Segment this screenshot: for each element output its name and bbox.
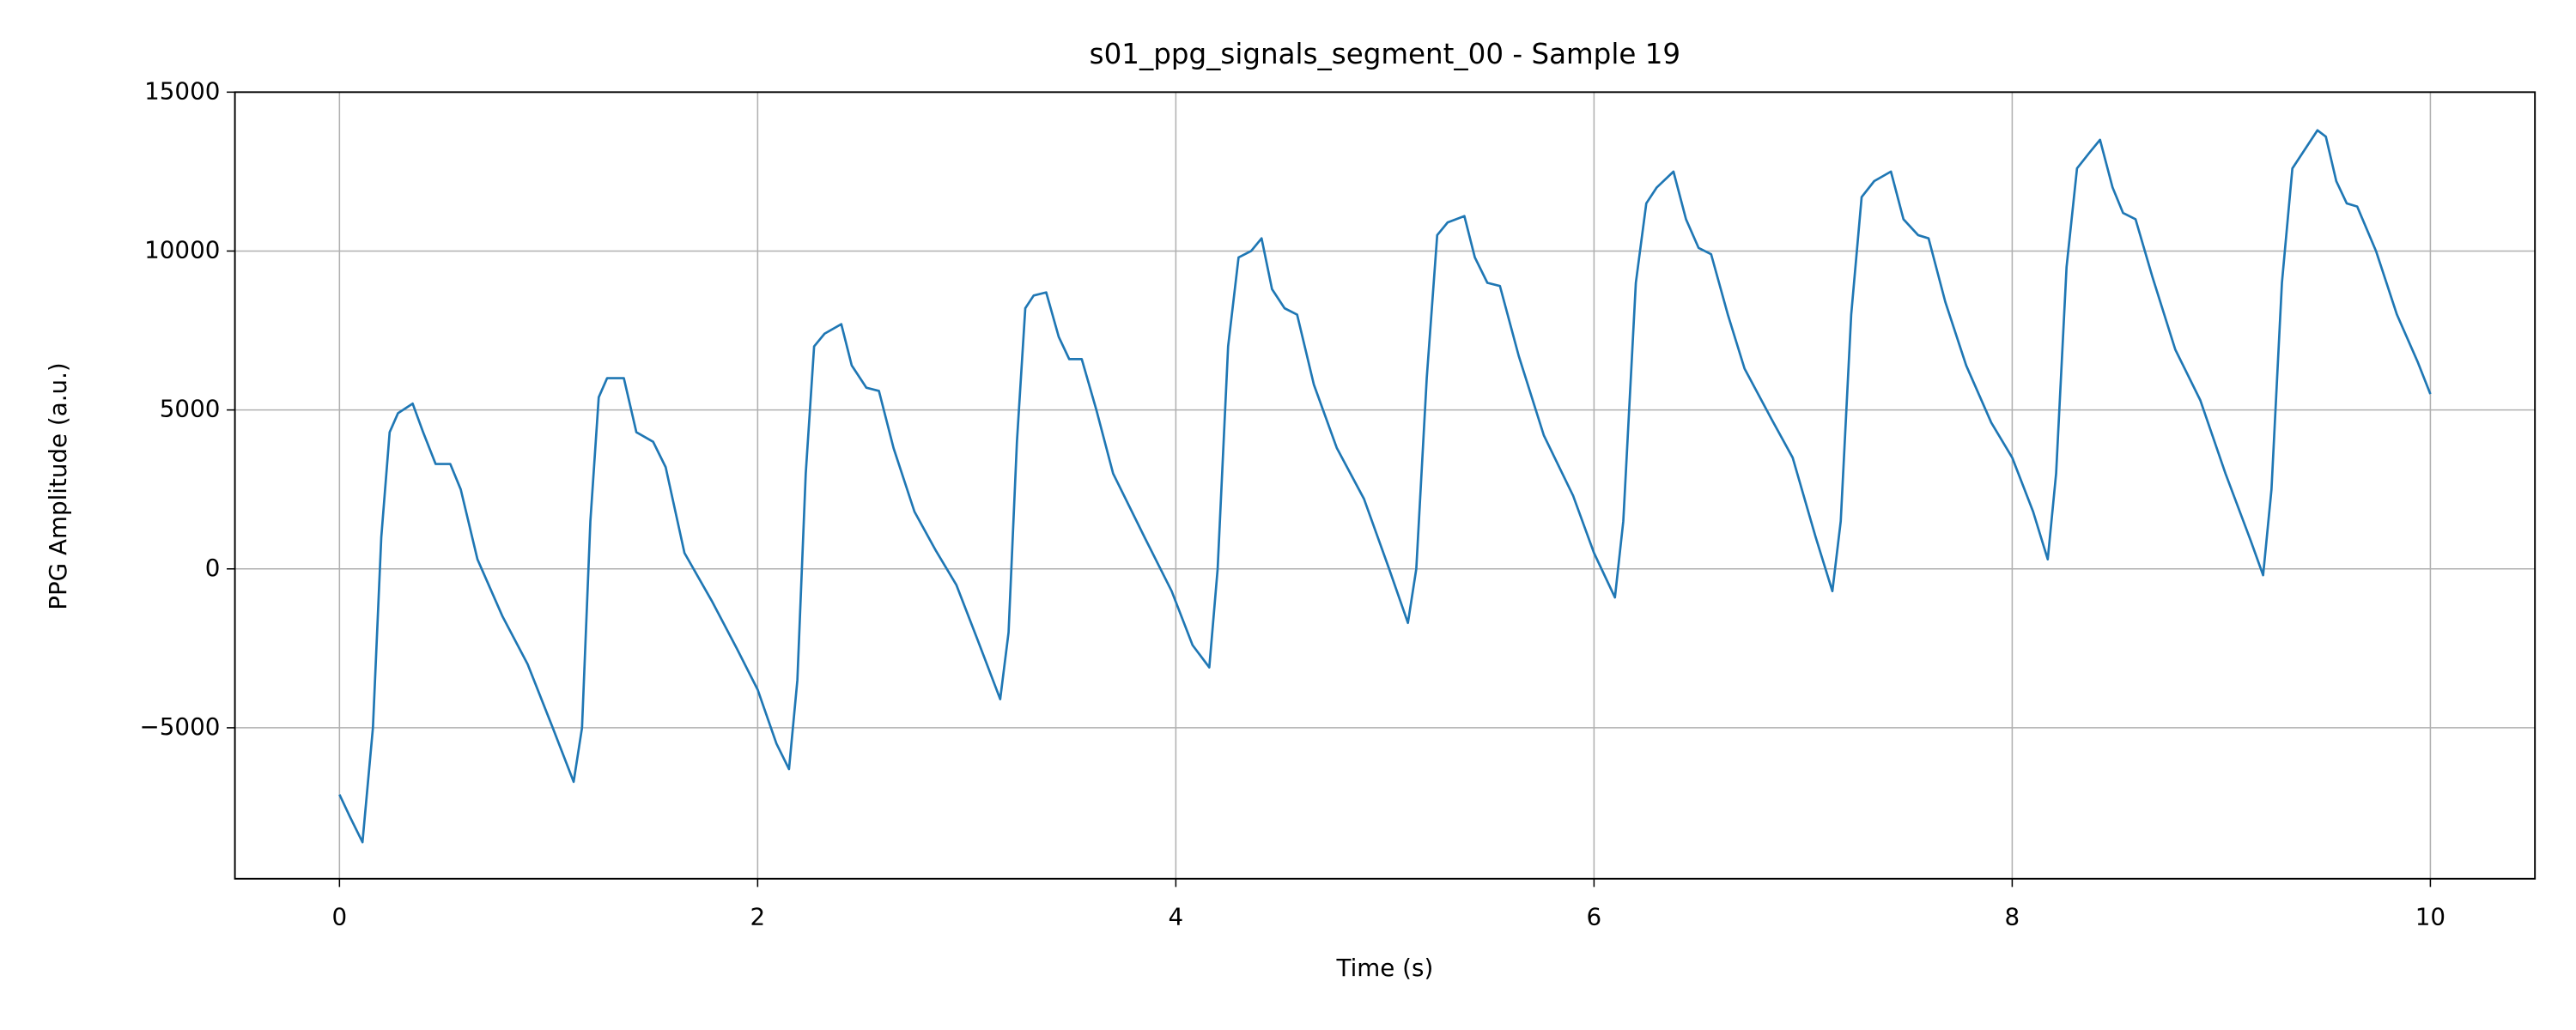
chart-title: s01_ppg_signals_segment_00 - Sample 19 bbox=[1090, 38, 1680, 70]
y-tick-label: 0 bbox=[205, 554, 221, 582]
x-tick-label: 10 bbox=[2415, 903, 2445, 931]
y-tick-label: 5000 bbox=[160, 395, 221, 423]
y-tick-label: 10000 bbox=[144, 235, 220, 264]
x-tick-label: 8 bbox=[2005, 903, 2020, 931]
ppg-line bbox=[338, 129, 2432, 844]
y-tick-label: 15000 bbox=[144, 76, 220, 105]
x-tick-label: 0 bbox=[332, 903, 348, 931]
y-tick-label: −5000 bbox=[140, 712, 221, 741]
x-tick-label: 4 bbox=[1169, 903, 1184, 931]
plot-frame bbox=[234, 91, 2537, 880]
y-axis-label: PPG Amplitude (a.u.) bbox=[44, 362, 72, 610]
x-axis-label: Time (s) bbox=[1335, 954, 1433, 982]
x-tick-label: 2 bbox=[750, 903, 766, 931]
x-tick-label: 6 bbox=[1587, 903, 1602, 931]
